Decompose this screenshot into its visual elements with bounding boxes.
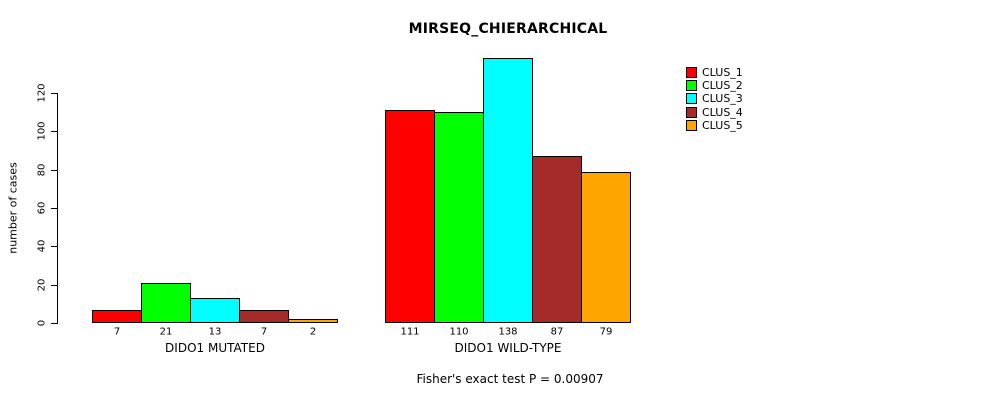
chart-title: MIRSEQ_CHIERARCHICAL (408, 21, 608, 37)
bar-clus_3-group2 (483, 58, 533, 323)
y-tick-label: 0 (36, 319, 48, 327)
y-tick-label: 120 (36, 83, 48, 103)
y-tick (51, 131, 58, 132)
bar-clus_2-group1 (141, 283, 191, 323)
y-tick-label: 40 (36, 239, 48, 253)
bar-clus_5-group2 (581, 172, 631, 323)
legend-swatch-icon (686, 93, 697, 105)
legend-row: CLUS_3 (686, 92, 743, 105)
bar-value-label: 7 (113, 326, 121, 338)
bar-clus_4-group1 (239, 310, 289, 323)
legend: CLUS_1 CLUS_2 CLUS_3 CLUS_4 CLUS_5 (686, 66, 743, 132)
legend-row: CLUS_1 (686, 66, 743, 79)
legend-swatch-icon (686, 106, 697, 118)
bar-value-label: 7 (260, 326, 268, 338)
y-tick-label: 60 (36, 201, 48, 215)
bar-value-label: 138 (498, 326, 518, 338)
bar-clus_1-group1 (92, 310, 142, 323)
bar-clus_2-group2 (434, 112, 484, 323)
y-tick (51, 285, 58, 286)
legend-label: CLUS_1 (702, 66, 743, 80)
y-tick-label: 20 (36, 278, 48, 292)
y-tick (51, 323, 58, 324)
y-tick (51, 208, 58, 209)
y-tick (51, 246, 58, 247)
y-tick-label: 100 (36, 121, 48, 141)
legend-swatch-icon (686, 67, 697, 79)
legend-label: CLUS_2 (702, 79, 743, 93)
bar-value-label: 13 (208, 326, 222, 338)
bar-clus_1-group2 (385, 110, 435, 323)
bar-value-label: 110 (449, 326, 469, 338)
y-tick (51, 170, 58, 171)
legend-row: CLUS_5 (686, 119, 743, 132)
bar-clus_3-group1 (190, 298, 240, 323)
bar-clus_5-group1 (288, 319, 338, 323)
bar-value-label: 87 (550, 326, 564, 338)
legend-row: CLUS_2 (686, 79, 743, 92)
legend-label: CLUS_3 (702, 92, 743, 106)
bar-clus_4-group2 (532, 156, 582, 323)
y-axis-label: number of cases (6, 162, 20, 254)
y-tick (51, 93, 58, 94)
legend-row: CLUS_4 (686, 106, 743, 119)
bar-value-label: 21 (159, 326, 173, 338)
bar-value-label: 79 (599, 326, 613, 338)
legend-label: CLUS_5 (702, 118, 743, 132)
legend-swatch-icon (686, 80, 697, 92)
category-label-group2: DIDO1 WILD-TYPE (454, 341, 562, 355)
bar-value-label: 111 (400, 326, 420, 338)
category-label-group1: DIDO1 MUTATED (165, 341, 265, 355)
legend-label: CLUS_4 (702, 105, 743, 119)
annotation-text: Fisher's exact test P = 0.00907 (416, 372, 604, 386)
legend-swatch-icon (686, 119, 697, 131)
bar-value-label: 2 (309, 326, 317, 338)
y-tick-label: 80 (36, 163, 48, 177)
